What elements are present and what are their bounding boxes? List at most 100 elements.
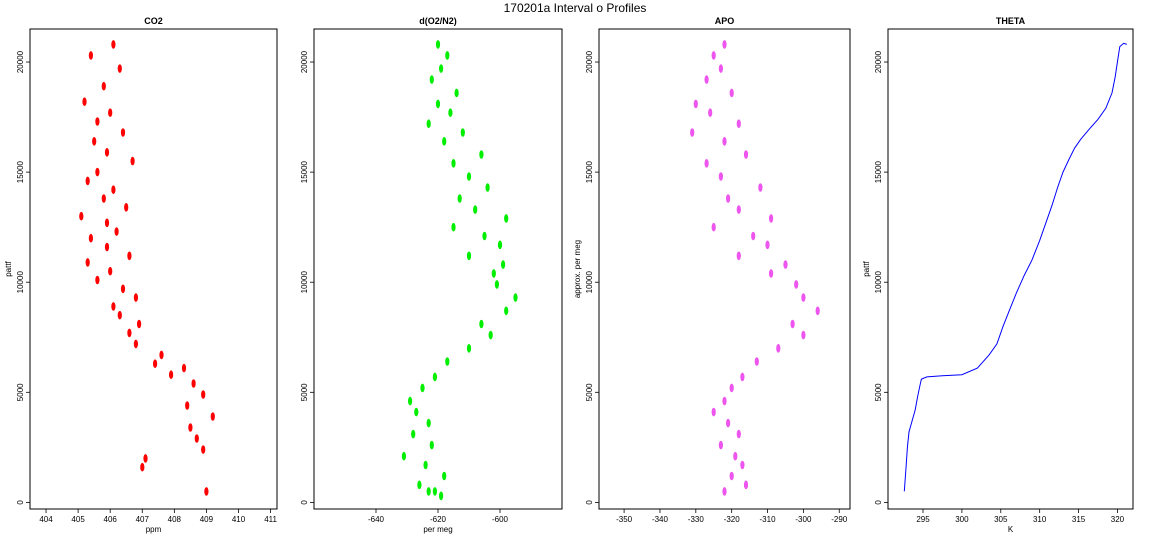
data-point (111, 302, 116, 311)
data-point (194, 434, 199, 443)
x-tick-label: 405 (71, 515, 85, 524)
data-point (127, 328, 132, 338)
data-point (153, 359, 158, 369)
y-tick-label: 15000 (16, 160, 25, 183)
data-point (466, 251, 472, 261)
panel-3: APO -350 -340 -330 -320 -310 -300 -290 0 5000 1000… (573, 16, 851, 524)
data-point (743, 480, 749, 490)
data-point (736, 205, 741, 214)
data-point (417, 480, 422, 490)
data-point (708, 108, 713, 117)
y-tick-label: 20000 (16, 50, 25, 73)
panel-2: d(O2/N2) -640 -620 -600 0 5000 10000 15000 20000… (300, 16, 563, 534)
data-point (101, 194, 106, 203)
y-tick-label: 0 (300, 500, 309, 505)
data-point (92, 137, 97, 146)
data-point (120, 284, 126, 294)
data-point (426, 418, 431, 428)
panel-title: d(O2/N2) (419, 16, 457, 26)
data-point (729, 88, 734, 98)
data-point (101, 81, 106, 91)
data-point (191, 379, 196, 388)
data-point (473, 205, 478, 214)
data-point (408, 396, 413, 406)
data-point (127, 251, 132, 261)
y-axis-label: pattf (4, 260, 13, 276)
data-point (718, 440, 724, 450)
data-point (479, 150, 484, 159)
data-point (790, 319, 795, 329)
data-point (143, 454, 148, 463)
data-point (504, 214, 509, 223)
data-point (111, 185, 116, 194)
series-line (903, 42, 1127, 492)
data-point (718, 172, 724, 181)
data-point (85, 258, 90, 267)
data-point (435, 40, 441, 49)
panels: CO2 404 405 406 407 408 409 410 411 0 5000 10000 150… (4, 16, 1134, 534)
data-point (494, 280, 500, 289)
x-tick-label: -620 (430, 515, 447, 524)
y-tick-label: 10000 (585, 271, 594, 294)
data-point (140, 462, 145, 472)
data-point (794, 280, 799, 289)
data-point (722, 137, 727, 146)
data-point (729, 383, 734, 393)
data-point (423, 460, 428, 470)
data-point (776, 343, 781, 353)
data-point (85, 176, 90, 186)
data-point (451, 222, 456, 232)
plot-frame (29, 28, 278, 510)
x-tick-label: 310 (1033, 515, 1047, 524)
data-point (754, 357, 759, 366)
y-tick-label: 0 (585, 500, 594, 505)
data-point (108, 266, 113, 276)
data-point (736, 429, 741, 439)
data-point (454, 88, 459, 98)
data-point (88, 233, 93, 243)
data-point (82, 97, 87, 106)
y-tick-label: 5000 (585, 383, 594, 401)
data-point (768, 269, 774, 278)
x-tick-label: -350 (616, 515, 633, 524)
data-point (429, 75, 434, 84)
y-axis-label: approx. per meg (573, 240, 582, 298)
data-point (442, 137, 447, 146)
data-point (411, 429, 416, 439)
y-tick-label: 10000 (874, 271, 883, 294)
data-point (137, 319, 142, 329)
data-point (491, 269, 496, 278)
x-axis-label: ppm (146, 525, 162, 534)
data-point (479, 319, 484, 329)
y-tick-label: 5000 (16, 383, 25, 401)
data-point (711, 407, 716, 417)
data-point (704, 159, 709, 168)
y-tick-label: 20000 (585, 50, 594, 73)
data-point (420, 383, 425, 393)
x-tick-label: 320 (1111, 515, 1125, 524)
y-axis-label: pattf (862, 260, 871, 276)
data-point (718, 64, 724, 73)
data-point (722, 40, 727, 49)
x-tick-label: 404 (39, 515, 53, 524)
data-point (79, 211, 84, 221)
data-point (95, 275, 100, 285)
data-point (124, 203, 129, 212)
data-point (783, 260, 788, 269)
data-point (104, 148, 110, 157)
x-axis-label: per meg (423, 525, 452, 534)
data-point (159, 350, 164, 360)
data-point (117, 310, 122, 320)
y-tick-label: 10000 (16, 271, 25, 294)
data-point (751, 231, 756, 241)
data-point (188, 423, 193, 432)
x-tick-label: 408 (168, 515, 182, 524)
data-point (133, 293, 138, 302)
data-point (120, 128, 126, 137)
data-point (169, 370, 174, 380)
data-point (439, 491, 444, 501)
data-point (445, 357, 450, 366)
data-point (736, 251, 741, 261)
data-point (740, 372, 745, 382)
